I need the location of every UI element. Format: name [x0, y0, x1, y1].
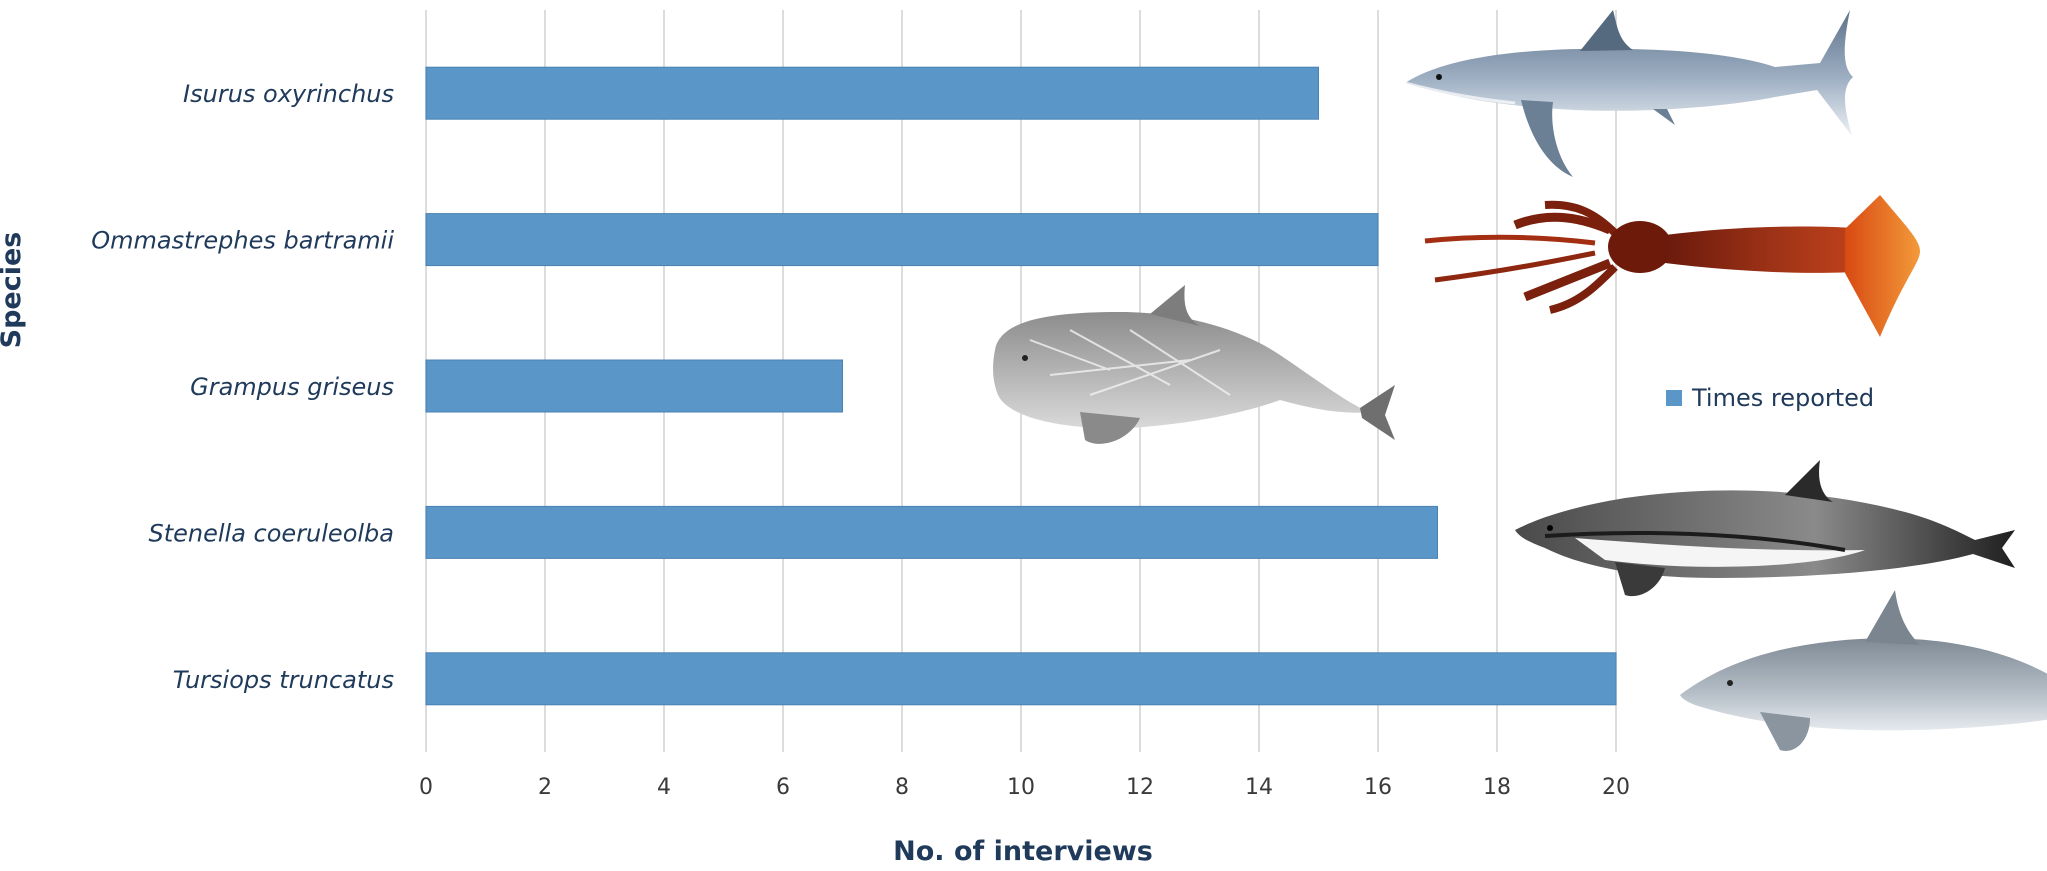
- bars: [425, 66, 1617, 706]
- x-tick-label: 14: [1245, 775, 1273, 800]
- bottlenose-dolphin-illustration: [1680, 590, 2047, 751]
- labels: 0 2 4 6 8 10 12 14 16 18 20 Isurus oxyrinchus Ommast…: [91, 80, 1630, 800]
- category-label: Tursiops truncatus: [173, 666, 394, 694]
- category-label: Ommastrephes bartramii: [91, 227, 394, 255]
- legend-label: Times reported: [1691, 384, 1874, 412]
- legend-swatch: [1666, 390, 1682, 406]
- x-tick-label: 10: [1007, 775, 1035, 800]
- x-tick-label: 18: [1483, 775, 1511, 800]
- legend: Times reported: [1666, 384, 1874, 412]
- x-tick-label: 8: [895, 775, 909, 800]
- bar: [425, 213, 1379, 267]
- bar: [425, 359, 843, 413]
- category-label: Isurus oxyrinchus: [183, 80, 394, 108]
- bar: [425, 505, 1438, 559]
- striped-dolphin-illustration: [1515, 460, 2015, 597]
- category-label: Grampus griseus: [190, 373, 394, 401]
- x-tick-label: 20: [1602, 775, 1630, 800]
- x-tick-label: 16: [1364, 775, 1392, 800]
- shortfin-mako-shark-illustration: [1404, 10, 1853, 177]
- bar: [425, 66, 1319, 120]
- y-axis-title: Species: [0, 232, 27, 349]
- flying-squid-illustration: [1424, 195, 1920, 337]
- x-tick-label: 0: [419, 775, 433, 800]
- x-tick-label: 12: [1126, 775, 1154, 800]
- x-tick-label: 4: [657, 775, 671, 800]
- x-tick-label: 6: [776, 775, 790, 800]
- category-label: Stenella coeruleolba: [148, 519, 394, 547]
- rissos-dolphin-illustration: [993, 285, 1395, 444]
- bar: [425, 652, 1617, 706]
- x-axis-title: No. of interviews: [893, 836, 1153, 866]
- x-tick-label: 2: [538, 775, 552, 800]
